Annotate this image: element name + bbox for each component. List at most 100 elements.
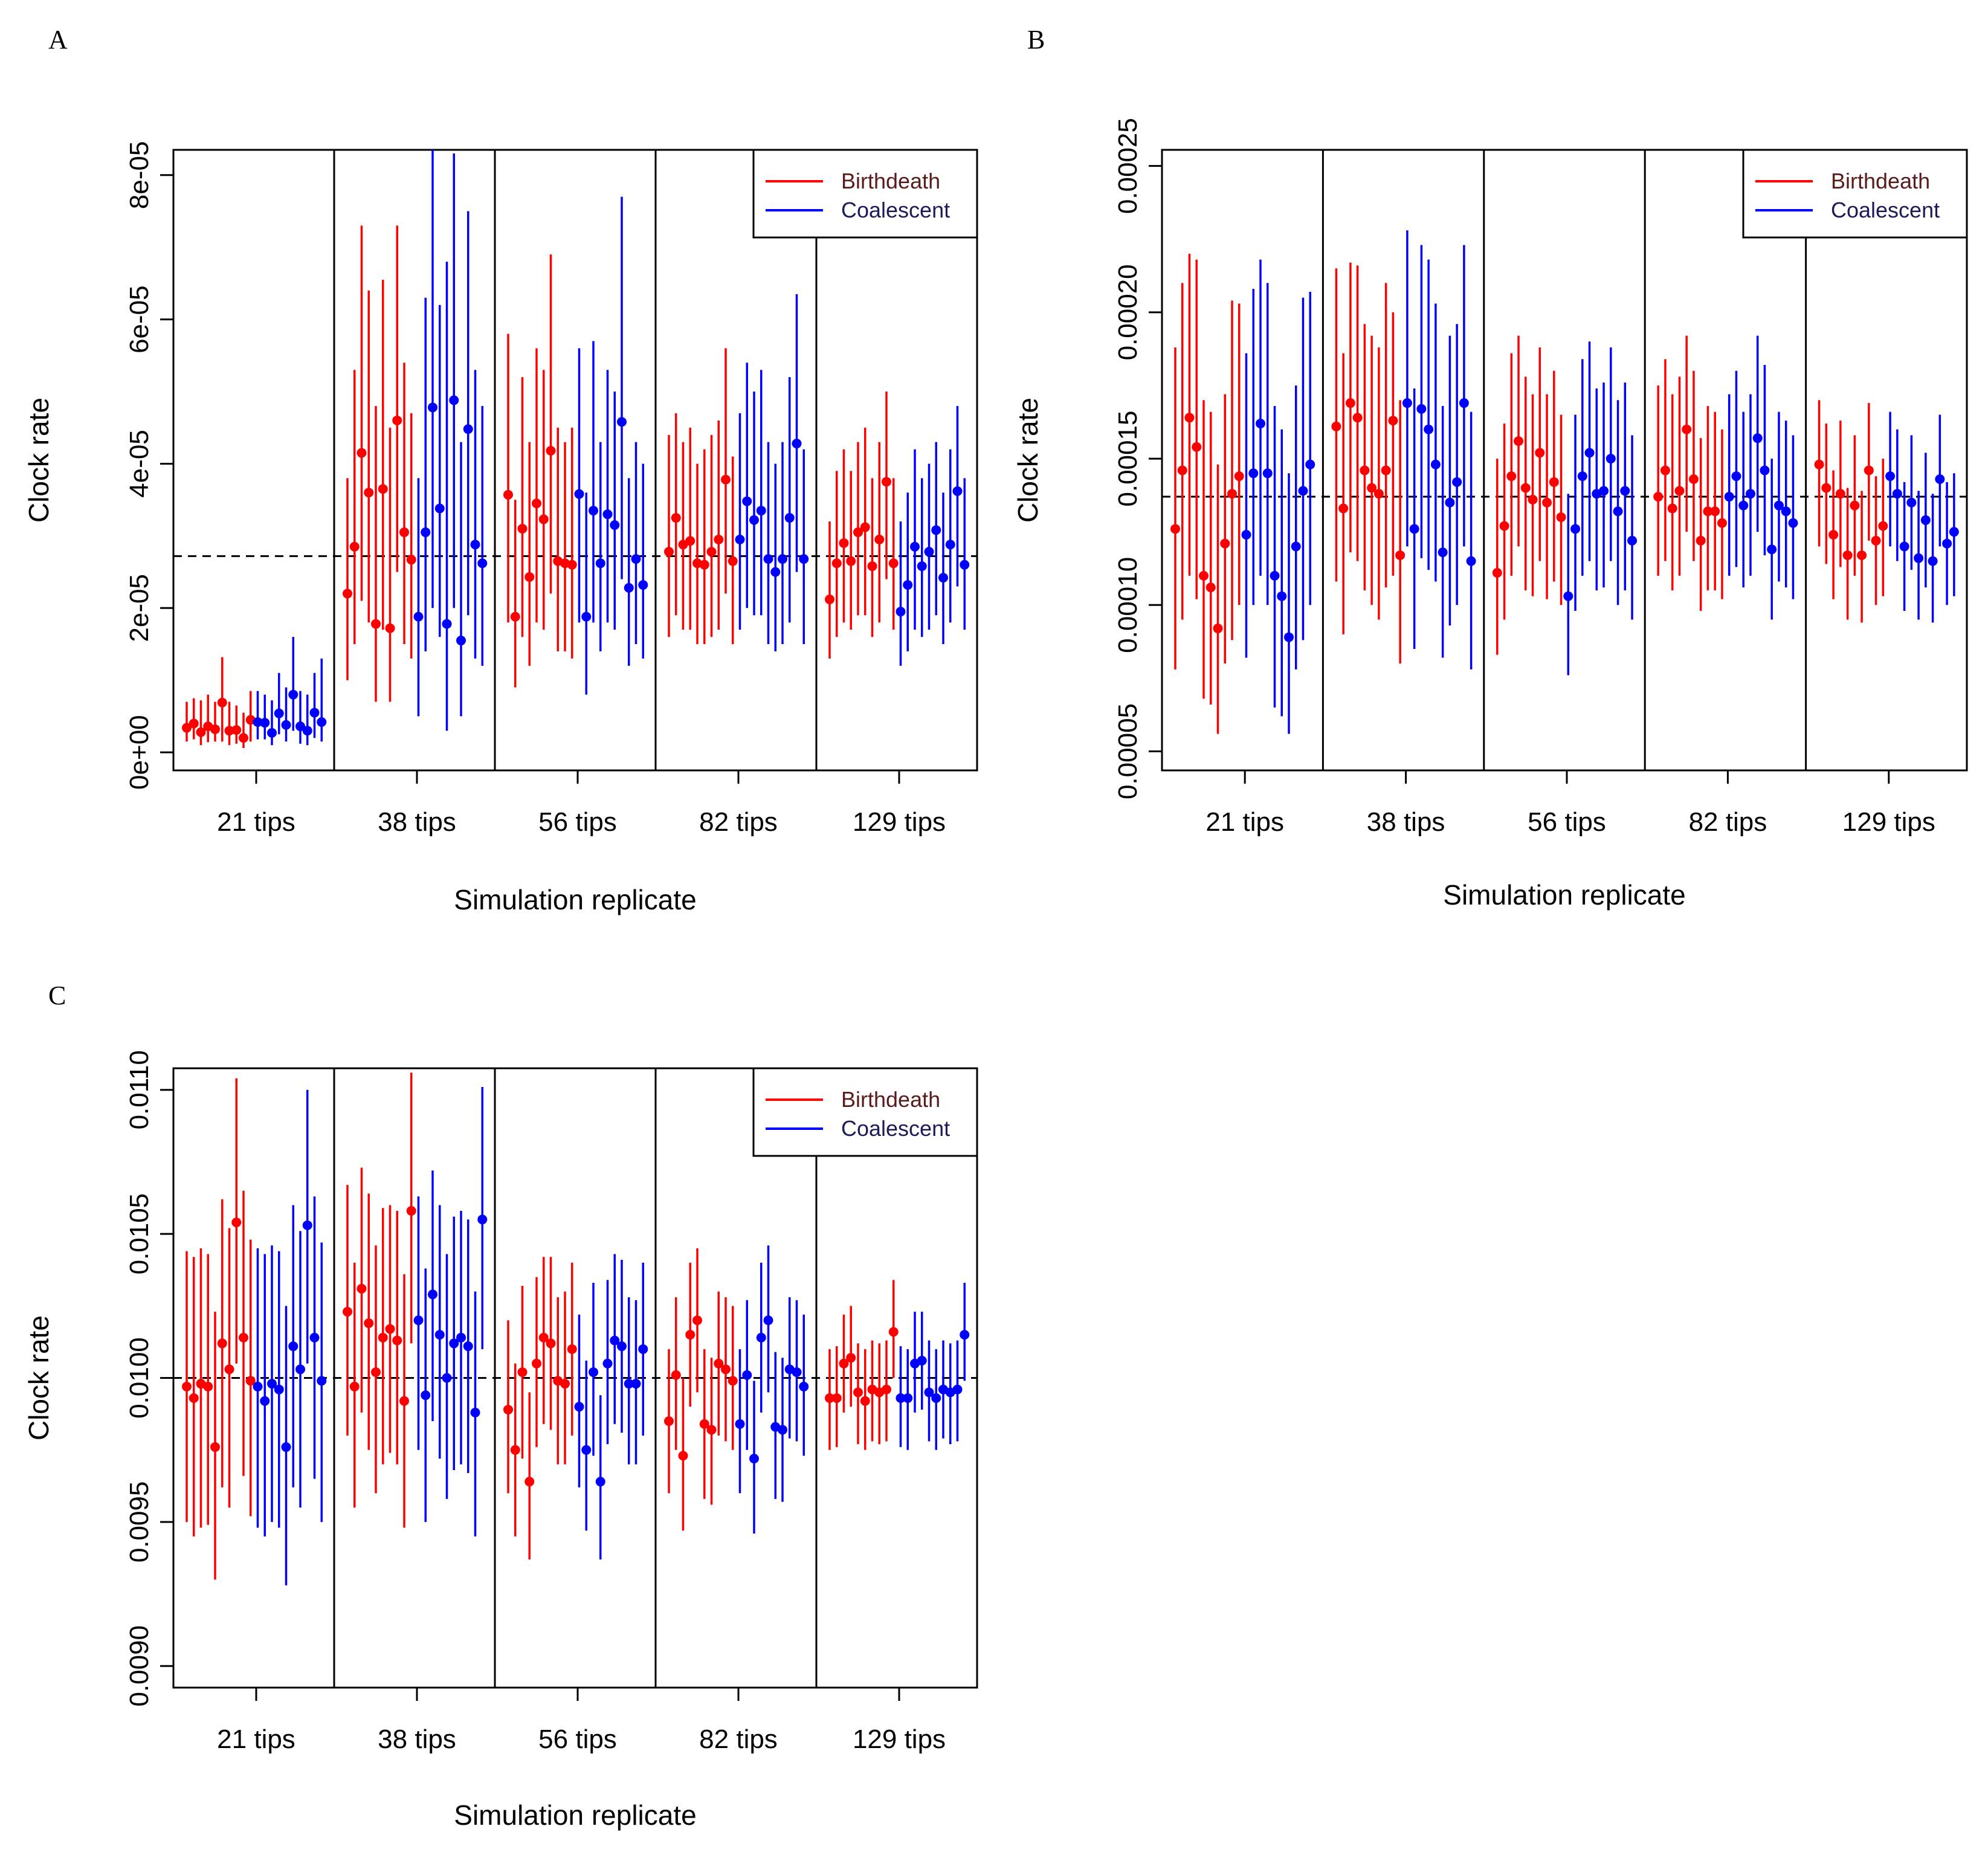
birthdeath-point (1352, 413, 1363, 423)
birthdeath-point (882, 1384, 891, 1395)
coalescent-point (638, 580, 648, 590)
birthdeath-point (853, 1387, 863, 1398)
coalescent-point (924, 547, 934, 557)
birthdeath-point (1388, 416, 1398, 426)
coalescent-point (960, 560, 970, 570)
coalescent-point (253, 717, 263, 727)
birthdeath-point (1205, 582, 1216, 593)
birthdeath-point (378, 1332, 388, 1343)
birthdeath-point (1184, 413, 1195, 423)
birthdeath-point (664, 547, 674, 557)
coalescent-point (456, 1332, 466, 1343)
birthdeath-point (1360, 465, 1370, 476)
birthdeath-point (349, 541, 360, 552)
x-axis-title: Simulation replicate (454, 884, 696, 915)
birthdeath-point (1220, 538, 1230, 549)
birthdeath-point (510, 1445, 520, 1455)
birthdeath-point (196, 727, 206, 737)
coalescent-point (924, 1387, 934, 1398)
birthdeath-point (1682, 424, 1692, 434)
coalescent-point (1885, 471, 1896, 482)
birthdeath-point (728, 556, 738, 566)
coalescent-point (1738, 500, 1749, 511)
birthdeath-point (406, 1205, 416, 1216)
birthdeath-point (349, 1381, 360, 1392)
birthdeath-point (888, 558, 899, 569)
coalescent-point (413, 1315, 424, 1326)
birthdeath-point (1395, 550, 1405, 560)
birthdeath-point (385, 623, 395, 633)
birthdeath-point (1717, 518, 1727, 528)
coalescent-point (1248, 468, 1259, 479)
birthdeath-point (231, 725, 242, 735)
coalescent-point (281, 720, 291, 730)
coalescent-point (302, 1220, 312, 1230)
birthdeath-point (503, 489, 513, 500)
coalescent-point (1409, 524, 1419, 534)
y-tick-label: 0.00005 (1113, 703, 1143, 799)
coalescent-point (253, 1381, 263, 1392)
panel-c: C 0.0090 0.0095 0.0100 0.0105 0.0110 21 tips 38… (23, 981, 978, 1831)
coalescent-point (778, 1425, 787, 1435)
coalescent-point (309, 1332, 320, 1343)
y-tick-label: 8e-05 (124, 141, 154, 210)
birthdeath-point (503, 1404, 513, 1414)
birthdeath-point (860, 1396, 870, 1406)
coalescent-point (1241, 530, 1251, 540)
birthdeath-point (825, 594, 834, 604)
y-tick-label: 0.0110 (124, 1050, 154, 1129)
birthdeath-point (1234, 471, 1244, 482)
birthdeath-point (532, 498, 541, 509)
coalescent-point (784, 513, 795, 523)
birthdeath-point (721, 474, 731, 485)
coalescent-point (449, 395, 459, 405)
coalescent-point (589, 506, 598, 516)
birthdeath-point (1828, 530, 1839, 540)
birthdeath-point (1170, 524, 1180, 534)
birthdeath-point (224, 1364, 234, 1375)
birthdeath-point (532, 1358, 541, 1369)
birthdeath-point (385, 1324, 395, 1334)
birthdeath-point (1710, 506, 1720, 517)
birthdeath-point (189, 718, 199, 729)
coalescent-point (756, 506, 766, 516)
coalescent-point (267, 727, 277, 738)
birthdeath-point (364, 488, 374, 498)
x-tick-label: 38 tips (1367, 807, 1445, 837)
birthdeath-point (364, 1318, 374, 1328)
birthdeath-point (1703, 506, 1713, 517)
x-tick-label: 82 tips (699, 807, 778, 837)
coalescent-point (938, 573, 948, 583)
birthdeath-point (510, 611, 520, 622)
birthdeath-point (1842, 550, 1853, 560)
coalescent-point (749, 515, 759, 525)
birthdeath-point (671, 1370, 681, 1380)
birthdeath-point (239, 1332, 248, 1343)
coalescent-point (610, 1335, 620, 1346)
birthdeath-point (867, 561, 877, 572)
coalescent-point (631, 1379, 641, 1389)
birthdeath-point (546, 1338, 556, 1349)
coalescent-point (1430, 459, 1441, 469)
birthdeath-point (203, 1381, 213, 1392)
coalescent-point (896, 607, 906, 617)
birthdeath-point (846, 1353, 856, 1363)
coalescent-point (770, 567, 781, 577)
birthdeath-point (1653, 492, 1664, 502)
birthdeath-point (882, 477, 891, 487)
coalescent-point (602, 1358, 613, 1369)
birthdeath-point (357, 1283, 367, 1294)
coalescent-point (477, 558, 488, 569)
coalescent-point (421, 527, 431, 537)
coalescent-point (1773, 500, 1784, 511)
x-tick-label: 38 tips (378, 807, 456, 837)
coalescent-point (742, 496, 752, 506)
coalescent-point (610, 520, 620, 530)
y-axis-title: Clock rate (23, 1315, 54, 1440)
birthdeath-point (1864, 465, 1874, 476)
x-tick-label: 129 tips (853, 807, 946, 837)
coalescent-point (449, 1338, 459, 1349)
birthdeath-point (1499, 521, 1509, 531)
coalescent-point (1906, 497, 1917, 508)
